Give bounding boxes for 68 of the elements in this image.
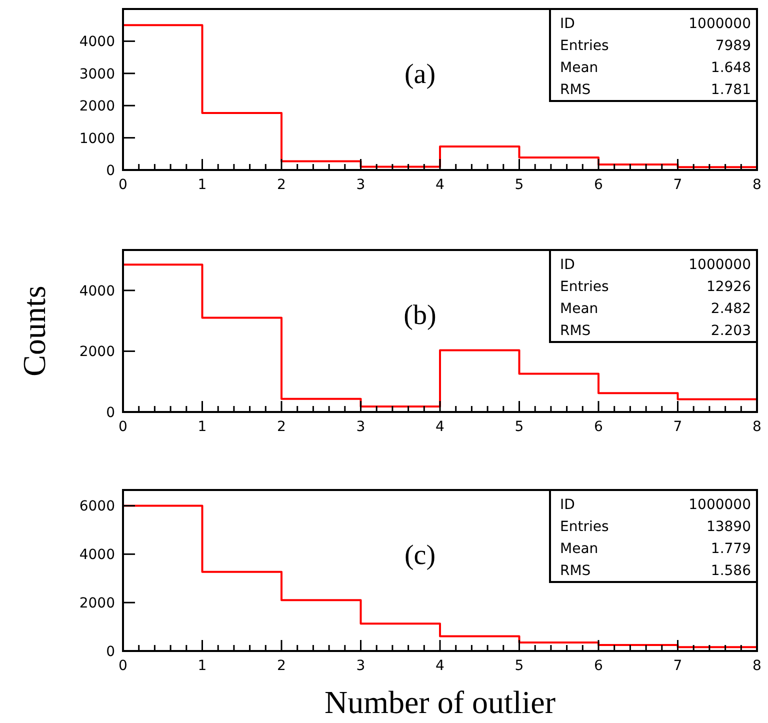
annotation: Mean	[560, 541, 598, 557]
annotation: 2.482	[710, 301, 751, 317]
annotation: 1000000	[688, 257, 751, 273]
x-tick-label: 8	[752, 658, 762, 674]
x-tick-label: 4	[436, 658, 445, 674]
x-tick-label: 3	[356, 177, 366, 193]
annotation: Mean	[560, 301, 598, 317]
x-tick-label: 1	[198, 419, 207, 435]
y-tick-label: 2000	[79, 344, 115, 360]
annotation: 1000000	[688, 497, 751, 513]
y-tick-label: 0	[106, 644, 115, 660]
annotation: RMS	[560, 563, 591, 579]
annotation: ID	[560, 497, 575, 513]
x-tick-label: 8	[752, 177, 762, 193]
annotation: 1.781	[710, 82, 751, 98]
x-tick-label: 4	[436, 177, 445, 193]
annotation: 7989	[715, 38, 751, 54]
y-tick-label: 0	[106, 405, 115, 421]
x-tick-label: 1	[198, 658, 207, 674]
x-tick-label: 5	[514, 177, 524, 193]
x-tick-label: 0	[118, 658, 128, 674]
annotation: ID	[560, 16, 575, 32]
y-tick-label: 4000	[79, 34, 115, 50]
annotation: Entries	[560, 279, 609, 295]
x-tick-label: 6	[594, 177, 604, 193]
x-tick-label: 2	[277, 419, 286, 435]
annotation: 1.779	[710, 541, 751, 557]
annotation: RMS	[560, 82, 591, 98]
x-tick-label: 6	[594, 419, 604, 435]
x-tick-label: 2	[277, 177, 286, 193]
annotation: 1000000	[688, 16, 751, 32]
x-tick-label: 6	[594, 658, 604, 674]
x-tick-label: 1	[198, 177, 207, 193]
annotation: 12926	[706, 279, 752, 295]
x-tick-label: 4	[436, 419, 445, 435]
annotation: Entries	[560, 519, 609, 535]
y-tick-label: 1000	[79, 130, 115, 147]
x-tick-label: 7	[673, 419, 682, 435]
annotation: 1.586	[710, 563, 752, 579]
x-tick-label: 0	[118, 419, 128, 435]
annotation: ID	[560, 257, 575, 273]
x-tick-label: 0	[118, 177, 128, 193]
x-tick-label: 7	[673, 177, 682, 193]
y-tick-label: 4000	[79, 547, 115, 564]
y-tick-label: 2000	[79, 596, 115, 612]
y-tick-label: 6000	[79, 498, 115, 515]
x-tick-label: 5	[514, 419, 524, 435]
annotation: 13890	[706, 519, 751, 535]
x-axis-title: Number of outlier	[324, 684, 556, 720]
annotation: 1.648	[710, 60, 751, 76]
x-tick-label: 7	[673, 658, 682, 674]
x-tick-label: 5	[514, 658, 524, 674]
y-tick-label: 2000	[79, 98, 115, 115]
annotation: (c)	[404, 540, 436, 571]
annotation: Entries	[560, 38, 609, 54]
y-tick-label: 3000	[79, 66, 115, 82]
x-tick-label: 8	[752, 419, 762, 435]
annotation: 2.203	[710, 323, 751, 339]
y-axis-title: Counts	[16, 286, 52, 376]
annotation: Mean	[560, 60, 598, 76]
x-tick-label: 2	[277, 658, 286, 674]
annotation: RMS	[560, 323, 591, 339]
y-tick-label: 0	[106, 163, 115, 179]
x-tick-label: 3	[356, 419, 366, 435]
x-tick-label: 3	[356, 658, 366, 674]
y-tick-label: 4000	[79, 283, 115, 300]
annotation: (b)	[404, 300, 436, 331]
annotation: (a)	[404, 59, 436, 90]
